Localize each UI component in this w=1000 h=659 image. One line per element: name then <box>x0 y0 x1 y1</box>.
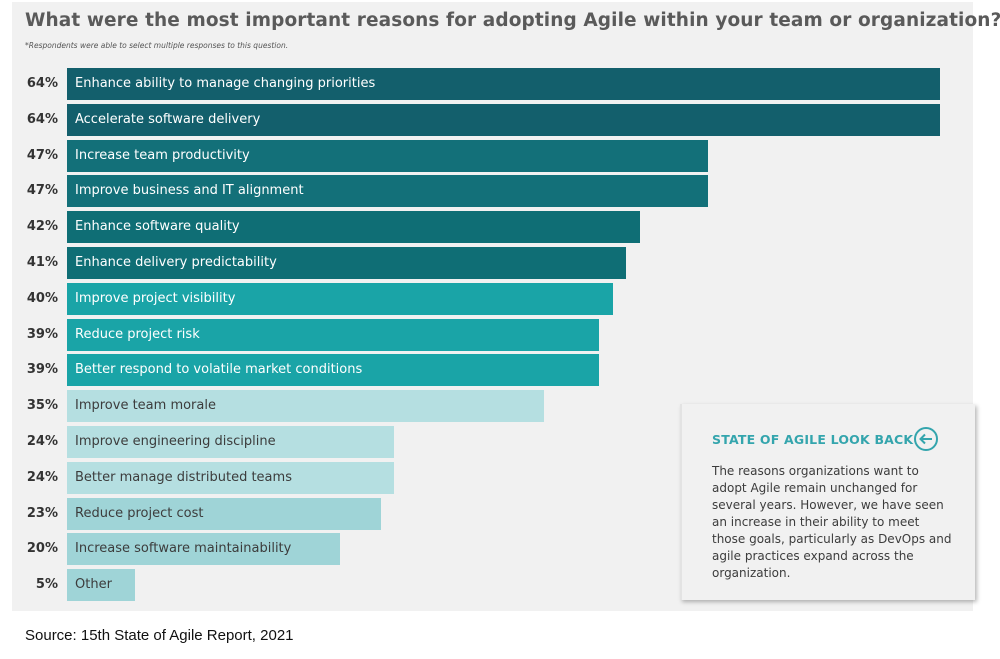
bar-category-label: Improve project visibility <box>75 290 236 306</box>
bar: Improve business and IT alignment <box>67 175 709 208</box>
bar-value-label: 23% <box>26 505 58 521</box>
bar: Improve project visibility <box>67 282 613 315</box>
bar-category-label: Reduce project risk <box>75 326 200 342</box>
bar-category-label: Improve business and IT alignment <box>75 183 304 199</box>
bar-value-label: 5% <box>35 577 58 593</box>
bar-category-label: Improve team morale <box>75 398 216 414</box>
bar-category-label: Improve engineering discipline <box>75 434 276 449</box>
bar: Other <box>67 569 136 602</box>
bar: Increase team productivity <box>67 139 709 172</box>
callout-heading: STATE OF AGILE LOOK BACK <box>712 432 914 447</box>
callout-body: The reasons organizations want to adopt … <box>712 464 952 580</box>
bar-category-label: Increase software maintainability <box>75 541 292 557</box>
bar: Reduce project risk <box>67 318 599 351</box>
bar-value-label: 39% <box>26 362 58 378</box>
bar: Improve engineering discipline <box>67 426 395 458</box>
chart-footnote: *Respondents were able to select multipl… <box>25 41 289 50</box>
bar: Better respond to volatile market condit… <box>67 354 599 387</box>
bar-value-label: 35% <box>26 398 58 414</box>
bar-value-label: 47% <box>26 147 58 163</box>
bar-category-label: Better manage distributed teams <box>75 469 292 485</box>
bar: Accelerate software delivery <box>67 103 940 136</box>
bar: Enhance software quality <box>67 211 640 244</box>
bar-value-label: 40% <box>26 290 58 306</box>
bar-category-label: Accelerate software delivery <box>75 111 261 127</box>
bar: Enhance ability to manage changing prior… <box>67 68 940 100</box>
bar: Improve team morale <box>67 390 545 423</box>
bar-value-label: 24% <box>26 434 58 449</box>
bar-category-label: Reduce project cost <box>75 505 204 521</box>
bar-value-label: 64% <box>26 111 58 127</box>
bar-value-label: 39% <box>26 326 58 342</box>
bar-category-label: Better respond to volatile market condit… <box>75 362 363 378</box>
bar: Enhance delivery predictability <box>67 247 627 279</box>
source-note: Source: 15th State of Agile Report, 2021 <box>25 627 294 644</box>
bar: Increase software maintainability <box>67 533 340 566</box>
bar-category-label: Increase team productivity <box>75 147 250 163</box>
bar-value-label: 47% <box>26 183 58 199</box>
bar-category-label: Enhance delivery predictability <box>75 255 277 270</box>
chart-title: What were the most important reasons for… <box>25 10 1000 31</box>
bar: Better manage distributed teams <box>67 461 395 494</box>
bar-category-label: Other <box>75 577 112 593</box>
bar-category-label: Enhance software quality <box>75 219 240 235</box>
bar-value-label: 64% <box>26 76 58 91</box>
bar-value-label: 24% <box>26 469 58 485</box>
bar-value-label: 42% <box>26 219 58 235</box>
bar: Reduce project cost <box>67 497 381 530</box>
arrow-left-circle-icon <box>914 427 938 451</box>
bar-value-label: 41% <box>26 255 58 270</box>
bar-value-label: 20% <box>26 541 58 557</box>
bar-category-label: Enhance ability to manage changing prior… <box>75 76 376 91</box>
look-back-callout: STATE OF AGILE LOOK BACK The reasons org… <box>680 404 975 600</box>
